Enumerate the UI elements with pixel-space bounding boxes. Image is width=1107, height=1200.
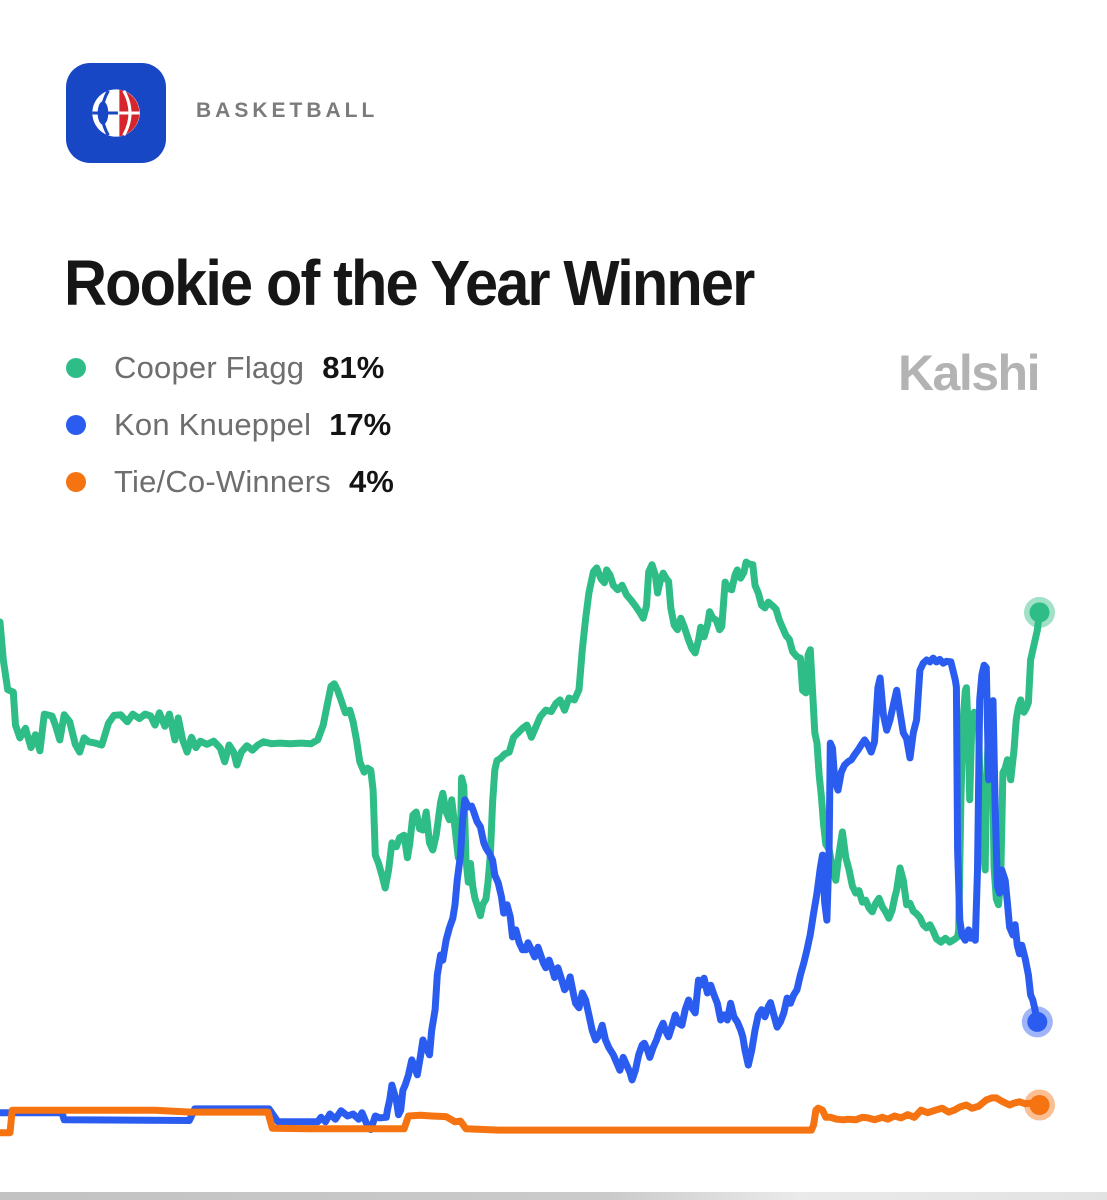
series-line-kon-knueppel [0, 654, 1041, 1133]
legend-row-tie-co-winners[interactable]: Tie/Co-Winners 4% [66, 464, 394, 499]
legend-row-kon-knueppel[interactable]: Kon Knueppel 17% [66, 407, 394, 442]
series-dot-blue-icon [66, 415, 86, 435]
bottom-edge-strip [0, 1192, 1107, 1200]
basketball-category-icon [66, 63, 166, 163]
page-title: Rookie of the Year Winner [64, 246, 755, 319]
legend: Cooper Flagg 81% Kon Knueppel 17% Tie/Co… [66, 350, 394, 499]
kalshi-logo: Kalshi [897, 345, 1041, 401]
legend-value: 4% [348, 464, 394, 499]
series-line-cooper-flagg [0, 558, 1043, 946]
legend-value: 81% [322, 350, 385, 385]
series-dot-orange-icon [66, 472, 86, 492]
legend-label: Kon Knueppel [114, 407, 312, 442]
endpoint-dot [1027, 1011, 1048, 1032]
series-line-tie-co-winners [0, 1094, 1043, 1137]
legend-row-cooper-flagg[interactable]: Cooper Flagg 81% [66, 350, 394, 385]
legend-label: Cooper Flagg [114, 350, 305, 385]
category-label: BASKETBALL [196, 99, 379, 122]
endpoint-dot [1029, 1095, 1050, 1115]
endpoint-dot [1029, 602, 1050, 623]
series-dot-green-icon [66, 358, 86, 378]
legend-label: Tie/Co-Winners [114, 464, 331, 499]
legend-value: 17% [329, 407, 392, 442]
basketball-icon [92, 89, 140, 137]
